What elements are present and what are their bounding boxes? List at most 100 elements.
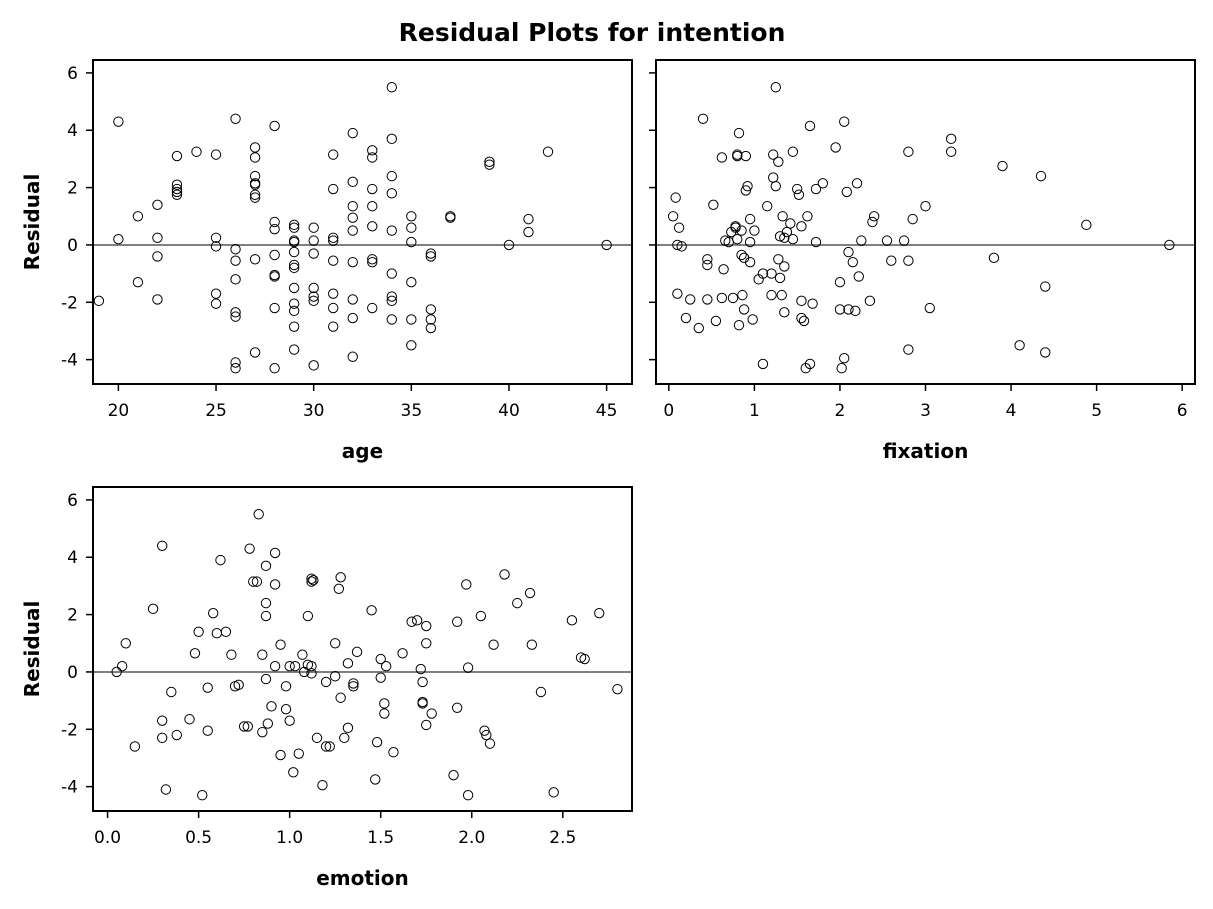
data-point xyxy=(379,708,390,719)
data-point xyxy=(249,192,261,203)
data-point xyxy=(673,222,685,233)
data-point xyxy=(903,255,914,266)
data-point xyxy=(770,180,781,192)
data-point xyxy=(370,774,381,785)
data-point xyxy=(284,661,295,672)
data-point xyxy=(210,149,222,160)
data-point xyxy=(868,211,880,222)
data-point xyxy=(347,201,358,212)
data-point xyxy=(386,268,397,279)
data-point xyxy=(249,152,261,163)
data-point xyxy=(770,82,781,93)
data-point xyxy=(248,576,259,587)
data-point xyxy=(269,216,280,228)
data-point xyxy=(328,183,339,195)
x-tick-label: 2.5 xyxy=(549,828,576,848)
data-point xyxy=(215,554,226,566)
data-point xyxy=(732,150,743,162)
data-point xyxy=(210,232,222,243)
data-point xyxy=(523,226,534,238)
data-point xyxy=(171,179,183,190)
data-point xyxy=(210,241,222,252)
data-point xyxy=(269,302,280,314)
data-point xyxy=(171,186,183,198)
data-point xyxy=(601,239,612,251)
data-point xyxy=(1035,170,1047,182)
data-point xyxy=(834,304,846,315)
data-point xyxy=(1040,281,1051,292)
y-tick-label: 0 xyxy=(67,663,78,683)
data-point xyxy=(425,251,437,262)
data-point xyxy=(1040,347,1051,358)
data-point xyxy=(779,261,790,272)
data-point xyxy=(284,715,295,726)
data-point xyxy=(152,199,163,210)
data-point xyxy=(132,277,144,288)
data-point xyxy=(328,302,339,314)
data-point xyxy=(774,272,786,284)
data-point xyxy=(462,790,474,801)
data-point xyxy=(839,352,850,364)
y-tick-label: 6 xyxy=(67,491,78,511)
data-point xyxy=(744,256,756,268)
data-point xyxy=(766,289,777,301)
data-point xyxy=(260,597,272,609)
data-point xyxy=(757,268,769,279)
data-point xyxy=(421,620,432,632)
data-point xyxy=(308,282,319,294)
data-point xyxy=(484,156,495,167)
data-point xyxy=(406,340,417,351)
data-point xyxy=(386,82,397,93)
data-point xyxy=(367,145,378,156)
data-point xyxy=(306,573,317,584)
data-point xyxy=(718,264,729,275)
data-point xyxy=(451,616,463,627)
data-point xyxy=(730,222,741,233)
data-point xyxy=(171,189,183,200)
data-point xyxy=(702,259,713,271)
data-point xyxy=(737,289,748,301)
data-point xyxy=(311,732,323,744)
data-point xyxy=(269,120,280,132)
data-point xyxy=(116,661,128,672)
data-point xyxy=(230,244,241,255)
data-point xyxy=(320,676,332,688)
data-point xyxy=(202,682,213,693)
x-axis-label: age xyxy=(342,439,383,463)
data-point xyxy=(347,256,358,268)
data-point xyxy=(579,653,590,665)
data-point xyxy=(269,661,281,672)
data-point xyxy=(269,547,281,559)
data-point xyxy=(787,146,799,157)
data-point xyxy=(233,679,244,691)
data-point xyxy=(156,715,168,726)
data-point xyxy=(997,160,1008,172)
y-tick-label: -2 xyxy=(61,720,78,740)
data-point xyxy=(260,560,272,572)
y-tick-label: 6 xyxy=(67,64,78,84)
data-point xyxy=(269,579,281,590)
data-point xyxy=(1014,340,1025,351)
data-point xyxy=(415,663,426,675)
data-point xyxy=(288,767,299,778)
data-point xyxy=(461,579,472,590)
data-point xyxy=(425,314,437,325)
data-point xyxy=(386,291,397,302)
data-point xyxy=(856,235,867,246)
data-point xyxy=(744,213,756,225)
data-point xyxy=(308,291,319,302)
data-point xyxy=(787,234,799,245)
data-point xyxy=(288,305,300,317)
data-point xyxy=(333,583,345,594)
data-point xyxy=(288,222,300,233)
data-point xyxy=(388,747,399,758)
data-point xyxy=(275,639,286,650)
x-tick-label: 25 xyxy=(205,401,227,421)
data-point xyxy=(288,236,300,248)
data-point xyxy=(230,307,241,318)
x-axis-label: fixation xyxy=(883,439,969,463)
data-point xyxy=(836,363,847,374)
y-tick-label: 0 xyxy=(67,236,78,256)
data-point xyxy=(710,315,722,327)
data-point xyxy=(503,239,515,251)
